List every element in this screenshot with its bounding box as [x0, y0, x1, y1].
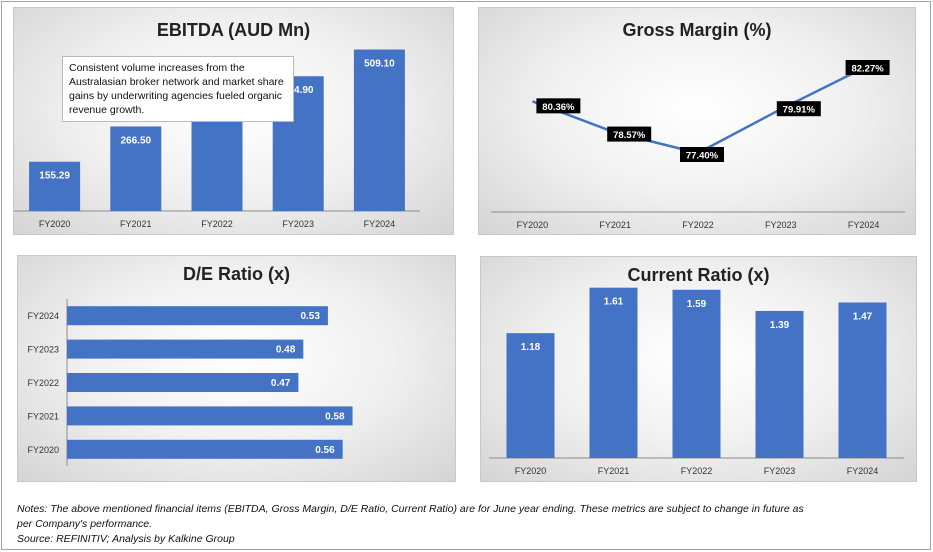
data-label-FY2022: 0.47: [271, 378, 291, 389]
data-label-FY2020: 0.56: [315, 445, 335, 456]
x-tick-FY2023: FY2023: [765, 220, 797, 230]
data-label-FY2024: 82.27%: [851, 64, 884, 75]
bar-FY2024: [353, 49, 405, 212]
bar-FY2024: [838, 302, 887, 458]
ebitda-title: EBITDA (AUD Mn): [156, 20, 311, 40]
x-tick-FY2022: FY2022: [201, 219, 233, 229]
data-label-FY2023: 1.39: [770, 320, 790, 331]
x-tick-FY2024: FY2024: [364, 219, 396, 229]
data-label-FY2023: 424.90: [283, 85, 314, 96]
x-tick-FY2020: FY2020: [39, 219, 71, 229]
bar-FY2022: [67, 373, 299, 392]
x-tick-FY2024: FY2024: [848, 220, 880, 230]
bar-FY2020: [506, 333, 555, 458]
bar-FY2021: [589, 287, 638, 458]
gross-margin-plot: 80.36% FY2020 78.57% FY2021 77.40% FY2022 79.9…: [491, 60, 905, 230]
x-tick-FY2021: FY2021: [120, 219, 152, 229]
data-label-FY2021: 1.61: [604, 297, 624, 308]
bar-FY2022: [191, 104, 243, 211]
de-ratio-chart: D/E Ratio (x) 0.53 FY2024 0.48 FY2023 0.47 FY…: [17, 255, 456, 482]
y-tick-FY2021: FY2021: [27, 411, 59, 421]
bar-FY2021: [67, 406, 353, 426]
y-tick-FY2023: FY2023: [27, 345, 59, 355]
de-ratio-title: D/E Ratio (x): [182, 264, 290, 284]
y-tick-FY2020: FY2020: [27, 445, 59, 455]
data-label-FY2020: 80.36%: [542, 102, 575, 113]
data-label-FY2022: 77.40%: [686, 151, 719, 162]
x-tick-FY2023: FY2023: [282, 219, 314, 229]
x-tick-FY2022: FY2022: [681, 466, 713, 476]
bar-FY2022: [672, 289, 721, 458]
x-tick-FY2024: FY2024: [847, 466, 879, 476]
ebitda-plot: 155.29FY2020266.50FY2021336.60FY2022424.…: [14, 49, 420, 229]
bar-FY2020: [29, 161, 81, 211]
x-tick-FY2020: FY2020: [517, 220, 549, 230]
ebitda-note: Consistent volume increases from the Aus…: [62, 56, 294, 122]
footer-source: Source: REFINITIV; Analysis by Kalkine G…: [17, 533, 235, 545]
data-label-FY2020: 1.18: [521, 342, 541, 353]
data-label-bg-FY2024: [845, 60, 890, 75]
current-ratio-chart: Current Ratio (x) 1.18 FY2020 1.61 FY2021 1.…: [480, 256, 917, 482]
gross-margin-title: Gross Margin (%): [622, 20, 772, 40]
data-label-FY2023: 79.91%: [783, 105, 816, 116]
x-tick-FY2022: FY2022: [682, 220, 714, 230]
data-label-FY2021: 266.50: [121, 135, 152, 146]
bar-FY2024: [67, 306, 328, 326]
data-label-FY2021: 78.57%: [613, 130, 646, 141]
bar-FY2020: [67, 439, 343, 459]
ebitda-chart: EBITDA (AUD Mn) 155.29 FY2020 266.50 FY2021…: [13, 7, 454, 235]
bar-FY2023: [755, 310, 804, 458]
gross-margin-chart: Gross Margin (%) 80.36% FY2020 78.57% FY202…: [478, 7, 916, 235]
x-tick-FY2023: FY2023: [764, 466, 796, 476]
data-label-FY2020: 155.29: [39, 171, 70, 182]
x-tick-FY2021: FY2021: [599, 220, 631, 230]
data-label-FY2022: 1.59: [687, 299, 707, 310]
current-ratio-plot: 1.18 FY2020 1.61 FY2021 1.59 FY2022 1.39 FY2023…: [489, 287, 904, 476]
x-tick-FY2020: FY2020: [515, 466, 547, 476]
footer-notes: Notes: The above mentioned financial ite…: [17, 502, 817, 547]
y-tick-FY2022: FY2022: [27, 378, 59, 388]
x-tick-FY2021: FY2021: [598, 466, 630, 476]
y-tick-FY2024: FY2024: [27, 311, 59, 321]
data-label-bg-FY2021: [607, 126, 652, 142]
data-label-FY2023: 0.48: [276, 345, 296, 356]
bar-FY2023: [67, 339, 304, 359]
data-label-FY2024: 509.10: [364, 59, 395, 70]
data-label-bg-FY2020: [536, 98, 581, 114]
data-label-FY2024: 1.47: [853, 311, 873, 322]
data-label-bg-FY2023: [776, 101, 821, 117]
data-label-bg-FY2022: [680, 147, 724, 162]
current-ratio-title: Current Ratio (x): [627, 265, 770, 285]
footer-notes-text: Notes: The above mentioned financial ite…: [17, 503, 807, 530]
data-label-FY2021: 0.58: [325, 411, 345, 422]
data-label-FY2024: 0.53: [300, 311, 320, 322]
de-ratio-plot: 0.53 FY2024 0.48 FY2023 0.47 FY2022 0.58 FY2021…: [27, 299, 353, 466]
bar-FY2021: [110, 126, 162, 211]
